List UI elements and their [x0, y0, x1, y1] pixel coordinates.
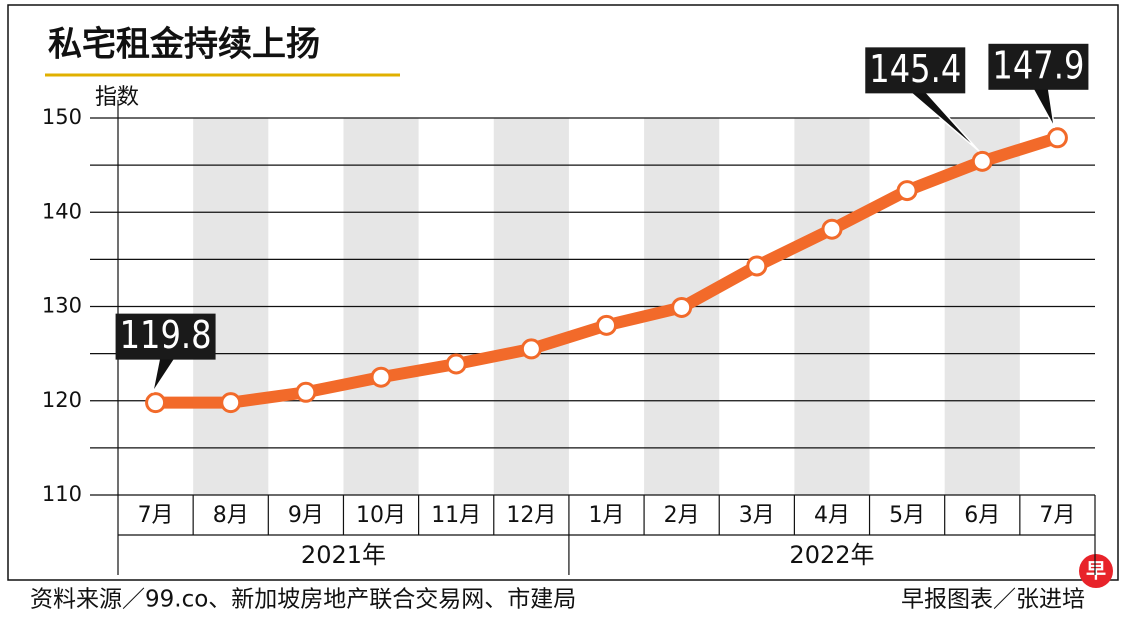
year-label: 2022年 [789, 541, 874, 569]
x-tick-label: 7月 [1039, 503, 1075, 528]
x-tick-label: 7月 [138, 503, 174, 528]
source-note: 资料来源／99.co、新加坡房地产联合交易网、市建局 [30, 587, 576, 613]
year-label: 2021年 [301, 541, 386, 569]
value-label: 145.4 [869, 47, 961, 91]
y-tick-label: 130 [42, 294, 82, 318]
data-line [149, 131, 1064, 409]
y-tick-label: 110 [42, 482, 82, 506]
logo: 早 [1086, 559, 1106, 583]
x-tick-label: 6月 [964, 503, 1000, 528]
data-point [971, 150, 993, 172]
data-point [896, 180, 918, 202]
chart-title: 私宅租金持续上扬 [48, 25, 320, 65]
data-point [145, 392, 167, 414]
data-point [520, 338, 542, 360]
data-point [821, 218, 843, 240]
y-tick-label: 140 [42, 199, 82, 223]
logo-badge [1079, 554, 1113, 588]
data-point [746, 255, 768, 277]
callout-box [115, 313, 216, 360]
x-tick-label: 8月 [213, 503, 249, 528]
x-tick-label: 4月 [814, 503, 850, 528]
x-tick-label: 5月 [889, 503, 925, 528]
x-tick-label: 12月 [506, 503, 556, 528]
chart-frame [7, 4, 1119, 581]
callout-pointer [1031, 87, 1056, 129]
callout-pointer [908, 90, 980, 152]
x-tick-label: 2月 [664, 503, 700, 528]
y-tick-label: 150 [42, 105, 82, 129]
x-tick-label: 9月 [288, 503, 324, 528]
y-tick-label: 120 [42, 388, 82, 412]
x-tick-label: 10月 [356, 503, 406, 528]
data-point [1046, 127, 1068, 149]
data-point [295, 381, 317, 403]
data-point [596, 314, 617, 336]
callout-box [865, 47, 966, 94]
callout-pointer [151, 357, 177, 394]
data-point [445, 353, 467, 375]
x-tick-label: 3月 [739, 503, 775, 528]
x-tick-label: 11月 [431, 503, 481, 528]
data-point [370, 366, 392, 388]
credit: 早报图表／张进培 [901, 587, 1085, 613]
x-tick-label: 1月 [589, 503, 625, 528]
data-point [220, 392, 242, 414]
y-axis-label: 指数 [95, 85, 139, 110]
callout-box [988, 43, 1089, 90]
value-label: 119.8 [120, 313, 212, 357]
data-point [671, 296, 693, 318]
value-label: 147.9 [992, 43, 1084, 87]
